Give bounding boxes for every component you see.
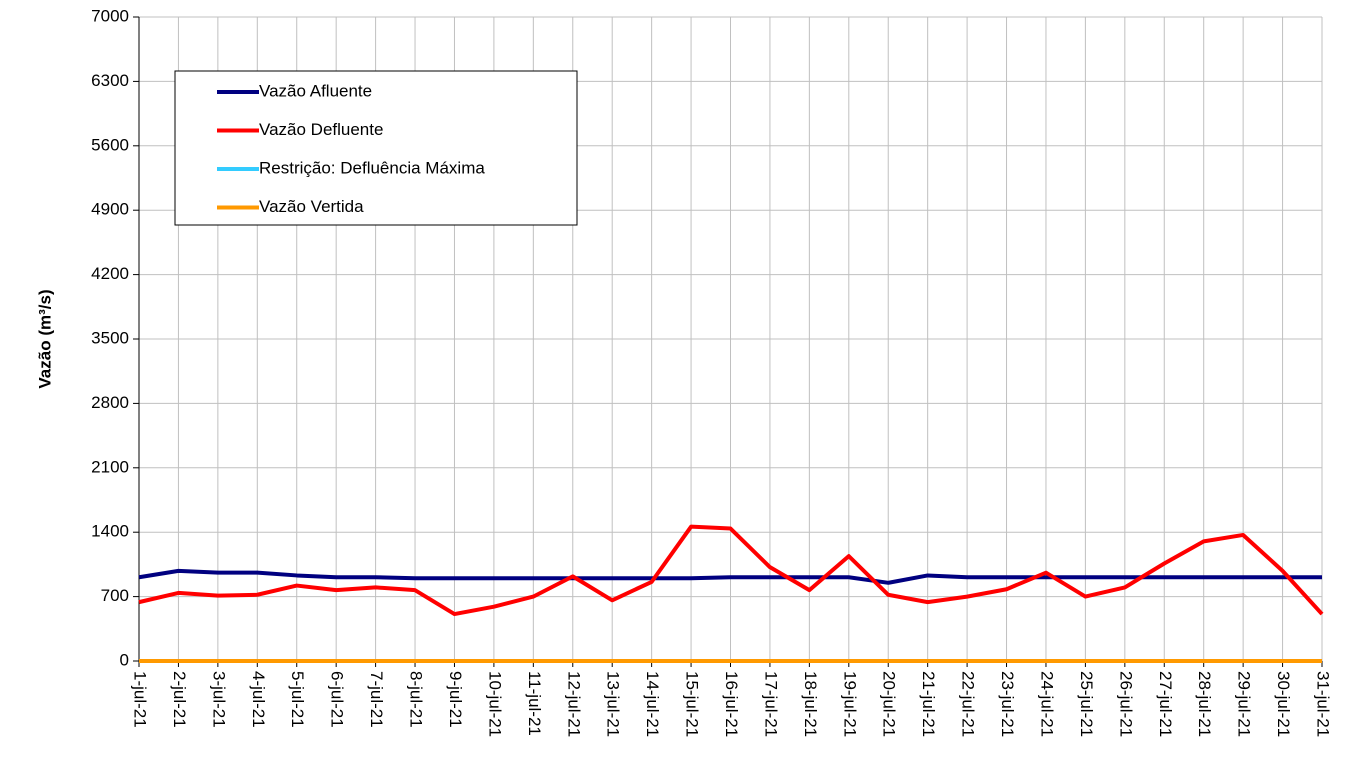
x-tick-label: 22-jul-21 xyxy=(959,671,978,737)
x-tick-label: 25-jul-21 xyxy=(1077,671,1096,737)
x-tick-label: 11-jul-21 xyxy=(525,671,544,736)
x-tick-label: 18-jul-21 xyxy=(801,671,820,737)
y-tick-label: 5600 xyxy=(91,135,129,154)
y-axis-label: Vazão (m³/s) xyxy=(35,289,54,388)
x-tick-label: 8-jul-21 xyxy=(407,671,426,728)
x-tick-label: 27-jul-21 xyxy=(1156,671,1175,737)
x-tick-label: 5-jul-21 xyxy=(288,671,307,728)
x-tick-label: 14-jul-21 xyxy=(643,671,662,737)
x-tick-label: 26-jul-21 xyxy=(1116,671,1135,737)
x-tick-label: 17-jul-21 xyxy=(761,671,780,737)
legend-label: Vazão Vertida xyxy=(259,197,364,216)
x-tick-label: 31-jul-21 xyxy=(1314,671,1333,737)
y-tick-label: 0 xyxy=(120,650,129,669)
x-tick-label: 13-jul-21 xyxy=(604,671,623,737)
x-tick-label: 6-jul-21 xyxy=(328,671,347,728)
y-tick-label: 4900 xyxy=(91,200,129,219)
x-tick-label: 12-jul-21 xyxy=(564,671,583,737)
y-tick-label: 2100 xyxy=(91,457,129,476)
x-tick-label: 23-jul-21 xyxy=(998,671,1017,737)
x-tick-label: 2-jul-21 xyxy=(170,671,189,728)
x-tick-label: 24-jul-21 xyxy=(1037,671,1056,737)
x-tick-label: 7-jul-21 xyxy=(367,671,386,728)
x-tick-label: 28-jul-21 xyxy=(1195,671,1214,737)
y-tick-label: 6300 xyxy=(91,71,129,90)
x-tick-label: 15-jul-21 xyxy=(683,671,702,737)
x-tick-label: 30-jul-21 xyxy=(1274,671,1293,737)
x-tick-label: 9-jul-21 xyxy=(446,671,465,728)
y-tick-label: 7000 xyxy=(91,6,129,25)
x-tick-label: 16-jul-21 xyxy=(722,671,741,737)
y-tick-label: 4200 xyxy=(91,264,129,283)
x-tick-label: 19-jul-21 xyxy=(840,671,859,737)
x-tick-label: 29-jul-21 xyxy=(1235,671,1254,737)
series-line xyxy=(138,524,1324,617)
y-tick-label: 3500 xyxy=(91,328,129,347)
legend-label: Vazão Afluente xyxy=(259,81,372,100)
x-tick-label: 21-jul-21 xyxy=(919,671,938,737)
x-tick-label: 10-jul-21 xyxy=(485,671,504,737)
x-tick-label: 3-jul-21 xyxy=(209,671,228,728)
y-tick-label: 2800 xyxy=(91,393,129,412)
y-tick-label: 700 xyxy=(101,586,129,605)
legend-box xyxy=(174,70,578,226)
x-tick-label: 20-jul-21 xyxy=(880,671,899,737)
series-line xyxy=(138,568,1322,585)
legend-label: Restrição: Defluência Máxima xyxy=(259,158,485,177)
y-tick-label: 1400 xyxy=(91,522,129,541)
x-tick-label: 1-jul-21 xyxy=(131,671,150,728)
x-tick-label: 4-jul-21 xyxy=(249,671,268,728)
legend-label: Vazão Defluente xyxy=(259,120,383,139)
